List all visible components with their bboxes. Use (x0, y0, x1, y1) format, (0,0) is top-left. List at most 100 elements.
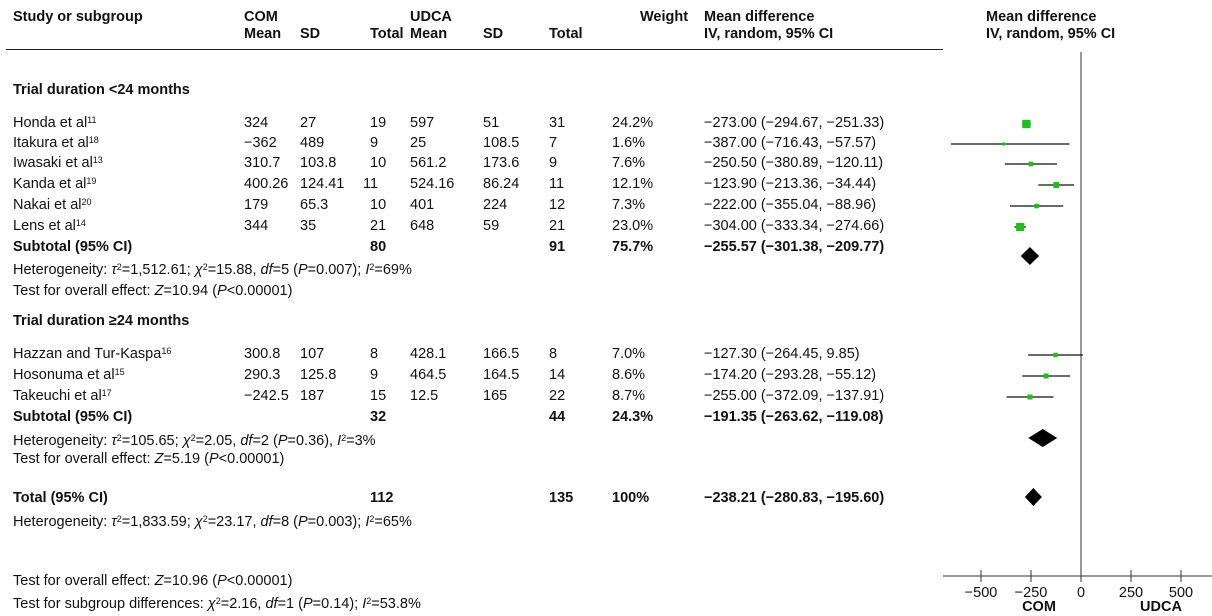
cell-ci: −222.00 (−355.04, −88.96) (704, 197, 877, 213)
total-ci: −238.21 (−280.83, −195.60) (704, 490, 885, 506)
cell-weight: 8.7% (612, 388, 646, 404)
cell-total-udca: 21 (549, 218, 566, 234)
cell-total-udca: 31 (549, 115, 566, 131)
subtotal-total-udca: 44 (549, 409, 566, 425)
study-name: Iwasaki et al13 (13, 155, 103, 171)
favours-com-label: COM (1022, 599, 1056, 615)
cell-weight: 7.6% (612, 155, 646, 171)
header-udca: UDCA (410, 9, 452, 25)
cell-weight: 12.1% (612, 176, 654, 192)
subtotal-ci: −191.35 (−263.62, −119.08) (704, 409, 884, 425)
cell-mean-com: 179 (244, 197, 269, 213)
cell-mean-udca: 12.5 (410, 388, 439, 404)
group-title: Trial duration ≥24 months (13, 313, 190, 329)
cell-sd-udca: 51 (483, 115, 500, 131)
cell-mean-com: 400.26 (244, 176, 289, 192)
cell-ci: −174.20 (−293.28, −55.12) (704, 367, 877, 383)
cell-mean-com: 290.3 (244, 367, 281, 383)
group-title: Trial duration <24 months (13, 82, 190, 98)
cell-total-udca: 11 (549, 176, 565, 192)
study-name: Lens et al14 (13, 218, 86, 234)
cell-ci: −255.00 (−372.09, −137.91) (704, 388, 885, 404)
cell-total-udca: 7 (549, 135, 558, 151)
subtotal-total-com: 32 (370, 409, 387, 425)
subgroup-differences-text: Test for subgroup differences: χ2=2.16, … (13, 596, 421, 612)
x-tick-label: 0 (1077, 585, 1085, 601)
cell-total-com: 19 (370, 115, 387, 131)
header-mean-udca: Mean (410, 26, 448, 42)
study-point (1043, 373, 1049, 379)
study-point (1022, 119, 1031, 129)
heterogeneity-text: Heterogeneity: τ2=1,833.59; χ2=23.17, df… (13, 514, 412, 530)
subtotal-weight: 75.7% (612, 239, 654, 255)
cell-weight: 7.3% (612, 197, 646, 213)
summary-diamond (1020, 247, 1040, 265)
cell-total-com: 10 (370, 155, 387, 171)
study-point (1016, 222, 1025, 232)
cell-mean-udca: 25 (410, 135, 427, 151)
header-md-plot-1: Mean difference (986, 9, 1097, 25)
cell-total-udca: 8 (549, 346, 558, 362)
heterogeneity-text: Heterogeneity: τ2=1,512.61; χ2=15.88, df… (13, 262, 412, 278)
x-tick-label: −250 (1015, 585, 1048, 601)
study-name: Itakura et al18 (13, 135, 99, 151)
cell-sd-udca: 224 (483, 197, 508, 213)
study-name: Nakai et al20 (13, 197, 92, 213)
total-total-udca: 135 (549, 490, 574, 506)
cell-mean-udca: 524.16 (410, 176, 455, 192)
subtotal-total-udca: 91 (549, 239, 566, 255)
cell-total-udca: 12 (549, 197, 566, 213)
cell-ci: −127.30 (−264.45, 9.85) (704, 346, 860, 362)
cell-mean-udca: 648 (410, 218, 435, 234)
cell-sd-udca: 108.5 (483, 135, 520, 151)
cell-weight: 7.0% (612, 346, 646, 362)
study-point (1053, 182, 1060, 188)
cell-weight: 8.6% (612, 367, 646, 383)
cell-mean-udca: 597 (410, 115, 435, 131)
cell-mean-com: −242.5 (244, 388, 289, 404)
study-point (1028, 161, 1034, 167)
cell-sd-udca: 165 (483, 388, 508, 404)
study-point (1034, 203, 1039, 209)
header-study: Study or subgroup (13, 9, 143, 25)
cell-weight: 1.6% (612, 135, 646, 151)
header-total-udca: Total (549, 26, 583, 42)
overall-effect-text: Test for overall effect: Z=10.94 (P<0.00… (13, 283, 293, 299)
header-total-com: Total (370, 26, 404, 42)
favours-udca-label: UDCA (1140, 599, 1182, 615)
header-rule (6, 49, 943, 50)
cell-ci: −250.50 (−380.89, −120.11) (704, 155, 884, 171)
cell-mean-com: 310.7 (244, 155, 281, 171)
cell-total-udca: 14 (549, 367, 566, 383)
cell-sd-com: 125.8 (300, 367, 337, 383)
cell-mean-udca: 561.2 (410, 155, 447, 171)
study-name: Hazzan and Tur-Kaspa16 (13, 346, 172, 362)
cell-mean-com: 324 (244, 115, 269, 131)
cell-total-udca: 22 (549, 388, 566, 404)
cell-total-com: 11 (363, 176, 379, 192)
header-md-plot-2: IV, random, 95% CI (986, 26, 1116, 42)
header-sd-udca: SD (483, 26, 504, 42)
cell-sd-com: 103.8 (300, 155, 337, 171)
cell-mean-udca: 464.5 (410, 367, 447, 383)
total-weight: 100% (612, 490, 650, 506)
cell-mean-com: 344 (244, 218, 269, 234)
study-point (1053, 352, 1058, 358)
header-com: COM (244, 9, 278, 25)
header-md-text-2: IV, random, 95% CI (704, 26, 834, 42)
cell-ci: −387.00 (−716.43, −57.57) (704, 135, 877, 151)
x-tick-label: 500 (1169, 585, 1193, 601)
cell-sd-com: 124.41 (300, 176, 345, 192)
cell-sd-udca: 173.6 (483, 155, 520, 171)
cell-weight: 23.0% (612, 218, 654, 234)
cell-total-com: 9 (370, 367, 379, 383)
x-tick-label: 250 (1119, 585, 1143, 601)
cell-sd-com: 489 (300, 135, 325, 151)
x-tick-label: −500 (965, 585, 998, 601)
cell-total-udca: 9 (549, 155, 558, 171)
header-weight: Weight (640, 9, 689, 25)
cell-sd-com: 187 (300, 388, 325, 404)
cell-sd-com: 35 (300, 218, 317, 234)
subtotal-ci: −255.57 (−301.38, −209.77) (704, 239, 885, 255)
